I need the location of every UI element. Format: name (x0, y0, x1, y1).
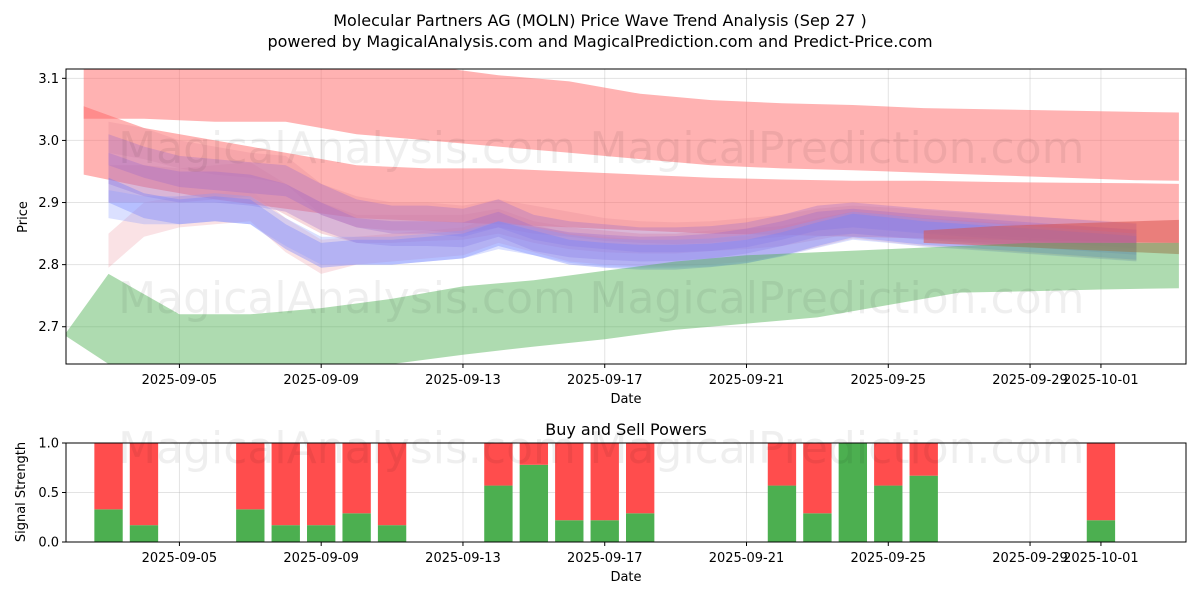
band-middle-red-band (83, 106, 1179, 243)
price-wave-plot: MagicalAnalysis.com MagicalPrediction.co… (16, 68, 1187, 407)
buy-sell-x-axis-label: Date (610, 570, 641, 585)
watermark-analysis-top: MagicalAnalysis.com (118, 123, 576, 174)
buy-sell-x-tick-label: 2025-09-21 (709, 551, 785, 566)
buy-sell-x-tick-label: 2025-09-09 (283, 551, 359, 566)
buy-sell-x-tick-label: 2025-09-13 (425, 551, 501, 566)
buy-sell-watermarks: MagicalAnalysis.com MagicalPrediction.co… (118, 423, 1084, 474)
price-x-tick-label: 2025-09-05 (142, 373, 218, 388)
band-wave-band-purple-1 (108, 134, 1137, 253)
watermark-prediction-top: MagicalPrediction.com (590, 123, 1085, 174)
sell-bar (626, 443, 655, 514)
buy-sell-y-tick-label: 1.0 (38, 437, 59, 452)
band-wave-band-blue-1 (108, 177, 1137, 270)
price-wave-bands (66, 69, 1179, 364)
buy-bar (1086, 520, 1116, 542)
band-dark-red-band (923, 219, 1179, 255)
price-plot-frame (65, 68, 1187, 365)
chart-subtitle: powered by MagicalAnalysis.com and Magic… (267, 32, 932, 51)
sell-bar (342, 443, 371, 514)
buy-bar (236, 509, 265, 542)
watermark-prediction-mid: MagicalPrediction.com (590, 273, 1085, 324)
buy-bar (626, 513, 655, 542)
sell-bar (767, 443, 797, 486)
price-x-tick-label: 2025-09-09 (283, 373, 359, 388)
band-wave-band-purple-2 (108, 152, 1137, 262)
buy-bar (377, 525, 407, 542)
buy-bar (94, 509, 123, 542)
price-x-ticks: 2025-09-05 2025-09-09 2025-09-13 2025-09-17… (142, 364, 1139, 388)
price-x-axis-label: Date (610, 392, 641, 407)
buy-sell-x-tick-label: 2025-09-05 (142, 551, 218, 566)
buy-bar (590, 520, 619, 542)
sell-bar (590, 443, 619, 521)
watermark-analysis-bottom: MagicalAnalysis.com (118, 423, 576, 474)
buy-sell-x-tick-label: 2025-10-01 (1063, 551, 1139, 566)
buy-bar (767, 485, 797, 542)
watermark-analysis-mid: MagicalAnalysis.com (118, 273, 576, 324)
buy-bar (803, 513, 832, 542)
sell-bar (307, 443, 336, 526)
buy-sell-y-tick-label: 0.0 (38, 536, 59, 551)
price-y-tick-label: 3.1 (38, 72, 59, 87)
buy-bar (838, 443, 868, 542)
sell-bar (271, 443, 300, 526)
sell-bar (1086, 443, 1116, 521)
price-y-tick-label: 2.7 (38, 320, 59, 335)
buy-sell-x-ticks: 2025-09-05 2025-09-09 2025-09-13 2025-09-17… (142, 542, 1139, 566)
buy-bar (555, 520, 584, 542)
price-y-ticks: 2.7 2.8 2.9 3.0 3.1 (38, 72, 66, 335)
buy-bar (307, 525, 336, 542)
band-upper-red-band (83, 69, 1179, 181)
price-y-tick-label: 2.8 (38, 258, 59, 273)
buy-sell-y-axis-label: Signal Strength (14, 442, 29, 542)
band-wave-band-pink-2 (108, 162, 1137, 254)
price-x-tick-label: 2025-09-13 (425, 373, 501, 388)
buy-bar (874, 485, 903, 542)
price-y-axis-label: Price (16, 201, 31, 233)
band-wave-band-blue-2 (108, 190, 1137, 268)
buy-bar (271, 525, 300, 542)
buy-sell-bars (94, 443, 1116, 542)
band-wave-band-pink-1 (108, 121, 1137, 245)
price-watermarks: MagicalAnalysis.com MagicalPrediction.co… (118, 123, 1084, 324)
buy-sell-title: Buy and Sell Powers (545, 420, 707, 439)
sell-bar (94, 443, 123, 510)
buy-bar (519, 464, 549, 542)
sell-bar (874, 443, 903, 486)
chart-title: Molecular Partners AG (MOLN) Price Wave … (333, 11, 866, 30)
sell-bar (909, 443, 938, 476)
buy-bar (484, 485, 513, 542)
buy-sell-x-tick-label: 2025-09-25 (850, 551, 926, 566)
price-x-tick-label: 2025-10-01 (1063, 373, 1139, 388)
sell-bar (519, 443, 549, 465)
price-x-tick-label: 2025-09-29 (992, 373, 1068, 388)
sell-bar (555, 443, 584, 521)
sell-bar (236, 443, 265, 510)
buy-bar (909, 475, 938, 542)
buy-sell-x-tick-label: 2025-09-29 (992, 551, 1068, 566)
price-x-tick-label: 2025-09-17 (567, 373, 643, 388)
sell-bar (377, 443, 407, 526)
buy-bar (342, 513, 371, 542)
band-lower-green-band (66, 242, 1179, 364)
price-x-tick-label: 2025-09-21 (709, 373, 785, 388)
watermark-prediction-bottom: MagicalPrediction.com (590, 423, 1085, 474)
buy-sell-y-tick-label: 0.5 (38, 486, 59, 501)
sell-bar (803, 443, 832, 514)
price-y-tick-label: 2.9 (38, 196, 59, 211)
buy-bar (129, 525, 159, 542)
sell-bar (129, 443, 159, 526)
buy-sell-y-ticks: 0.0 0.5 1.0 (38, 437, 66, 551)
sell-bar (484, 443, 513, 486)
band-wave-band-pink-3 (108, 190, 1137, 274)
buy-sell-plot: Buy and Sell Powers MagicalAnalysis.com … (14, 420, 1187, 585)
buy-sell-x-tick-label: 2025-09-17 (567, 551, 643, 566)
price-y-tick-label: 3.0 (38, 134, 59, 149)
price-x-tick-label: 2025-09-25 (850, 373, 926, 388)
